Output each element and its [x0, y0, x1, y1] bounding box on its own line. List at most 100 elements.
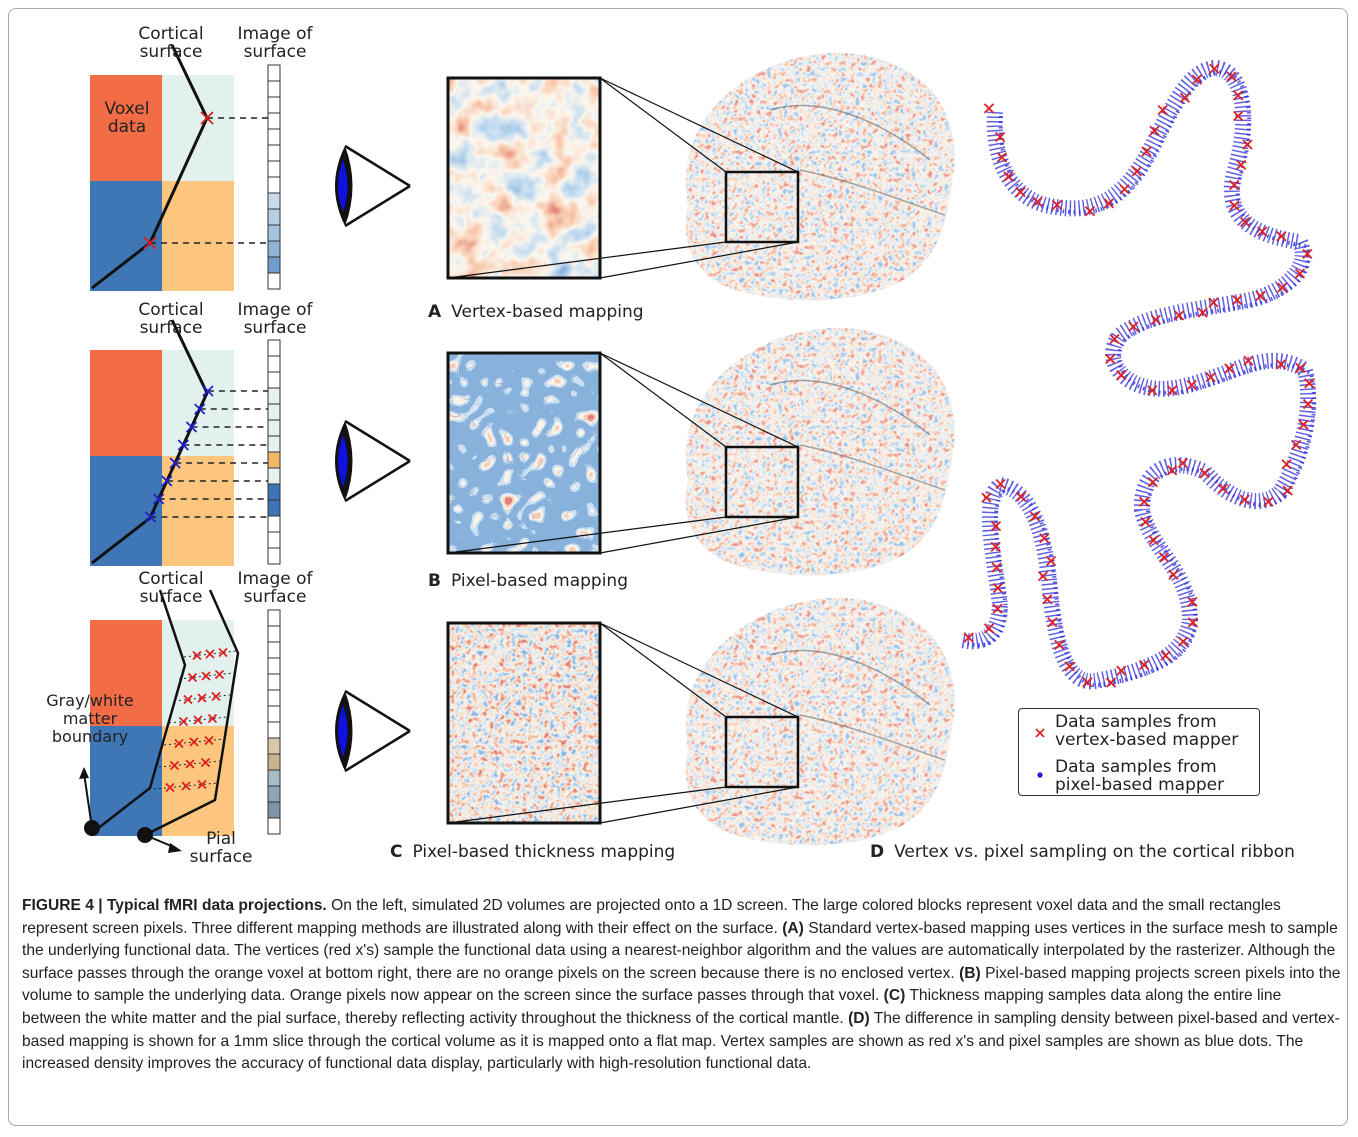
sample-x [1117, 371, 1126, 380]
mapping-row [79, 585, 970, 865]
brain [670, 40, 970, 320]
screen-pixel [268, 722, 280, 738]
sample-x [1169, 570, 1178, 579]
panel-name: Vertex-based mapping [451, 302, 643, 322]
voxel [162, 350, 234, 456]
ribbon-panel [962, 64, 1314, 687]
screen-pixel [268, 209, 280, 225]
gray-white-label: Gray/white matter boundary [28, 692, 152, 746]
zoom-texture [448, 78, 600, 278]
sample-x [1179, 637, 1188, 646]
image-label: Image of surface [230, 301, 320, 337]
screen-pixel [268, 356, 280, 372]
screen-pixel [268, 340, 280, 356]
voxel [162, 456, 234, 566]
screen-pixel [268, 786, 280, 802]
screen-pixel [268, 241, 280, 257]
panel-title: C Pixel-based thickness mapping [390, 842, 675, 862]
sample-x [1161, 651, 1170, 660]
panel-name: Pixel-based mapping [451, 571, 628, 591]
voxel-label: Voxel data [92, 100, 162, 136]
mapping-row [90, 40, 970, 320]
panel-letter: B [428, 571, 441, 591]
screen-pixel [268, 754, 280, 770]
brain [670, 585, 970, 865]
screen-pixel [268, 65, 280, 81]
cortical-label: Cortical surface [126, 301, 216, 337]
panel-letter: C [390, 842, 402, 862]
zoom-texture [448, 353, 600, 553]
voxel [90, 456, 162, 566]
screen-pixel [268, 690, 280, 706]
screen-pixel [268, 626, 280, 642]
legend: Data samples from vertex-based mapper Da… [1018, 708, 1260, 796]
voxel [90, 350, 162, 456]
screen-pixel [268, 97, 280, 113]
voxel [90, 181, 162, 291]
screen-pixel [268, 468, 280, 484]
pial-label: Pial surface [186, 830, 256, 866]
sample-x [1120, 185, 1129, 194]
cortical-label: Cortical surface [126, 570, 216, 606]
screen-pixel [268, 145, 280, 161]
eye [345, 146, 410, 226]
screen-pixel [268, 129, 280, 145]
screen-pixel [268, 516, 280, 532]
screen-pixel [268, 193, 280, 209]
panel-name: Pixel-based thickness mapping [412, 842, 675, 862]
screen-pixel [268, 273, 280, 289]
sample-x [1230, 181, 1239, 190]
screen-pixel [268, 161, 280, 177]
screen-pixel [268, 500, 280, 516]
sample-x [985, 104, 994, 113]
sample-x [1149, 536, 1158, 545]
mapping-row [90, 315, 970, 595]
screen-pixel [268, 770, 280, 786]
panel-letter: A [428, 302, 441, 322]
caption-item-label: (B) [959, 965, 981, 982]
screen-pixel [268, 257, 280, 273]
screen-pixel [268, 113, 280, 129]
screen-pixel [268, 452, 280, 468]
screen-pixel [268, 802, 280, 818]
eye [345, 691, 410, 771]
caption-item-label: (D) [848, 1010, 870, 1027]
legend-x [1036, 729, 1044, 737]
screen-pixel [268, 372, 280, 388]
legend-dot [1037, 772, 1042, 777]
image-label: Image of surface [230, 25, 320, 61]
sample-x [1282, 460, 1291, 469]
screen-pixel [268, 81, 280, 97]
screen-pixel [268, 548, 280, 564]
screen-pixel [268, 532, 280, 548]
screen-pixel [268, 674, 280, 690]
legend-entry: Data samples from pixel-based mapper [1055, 758, 1255, 794]
legend-markers [1019, 709, 1049, 797]
caption-label: FIGURE 4 | Typical fMRI data projections… [22, 897, 327, 914]
caption-item-label: (A) [782, 920, 804, 937]
panel-title: A Vertex-based mapping [428, 302, 644, 322]
screen-pixel [268, 706, 280, 722]
panel-name: Vertex vs. pixel sampling on the cortica… [894, 842, 1295, 862]
screen-pixel [268, 642, 280, 658]
panel-title: D Vertex vs. pixel sampling on the cortic… [870, 842, 1295, 862]
sample-x [1158, 106, 1167, 115]
screen-pixel [268, 177, 280, 193]
caption: FIGURE 4 | Typical fMRI data projections… [22, 895, 1344, 1076]
ribbon-dots [962, 68, 1308, 681]
legend-entry: Data samples from vertex-based mapper [1055, 713, 1255, 749]
caption-item-label: (C) [884, 987, 906, 1004]
figure-page: Cortical surface Image of surface Cortic… [0, 0, 1358, 1137]
eye [345, 421, 410, 501]
screen-pixel [268, 388, 280, 404]
screen-pixel [268, 818, 280, 834]
arrowhead [79, 767, 89, 779]
screen-pixel [268, 225, 280, 241]
screen-pixel [268, 738, 280, 754]
screen-pixel [268, 484, 280, 500]
arrowhead [168, 843, 182, 853]
panel-letter: D [870, 842, 884, 862]
ribbon-dots [968, 72, 1314, 685]
screen-pixel [268, 420, 280, 436]
panel-title: B Pixel-based mapping [428, 571, 628, 591]
